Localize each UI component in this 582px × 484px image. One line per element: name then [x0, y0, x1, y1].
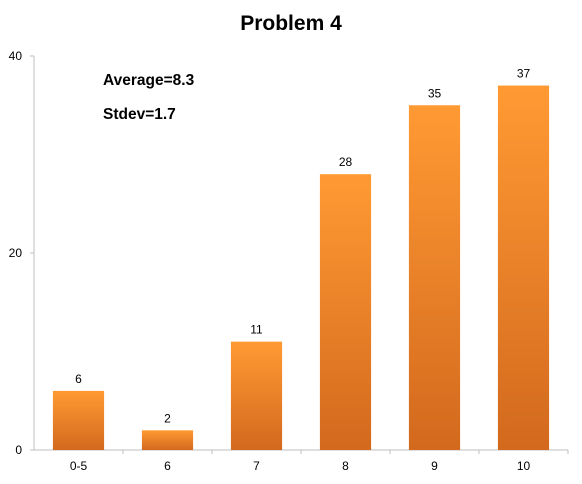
- bar: [497, 85, 550, 451]
- average-annotation: Average=8.3: [103, 72, 195, 89]
- bar: [141, 430, 194, 450]
- data-label: 35: [428, 86, 442, 100]
- stdev-annotation: Stdev=1.7: [103, 106, 176, 123]
- data-label: 6: [75, 372, 82, 386]
- bar: [52, 390, 105, 450]
- data-label: 2: [164, 411, 171, 425]
- data-label: 37: [517, 67, 531, 81]
- x-tick-label: 6: [164, 459, 171, 473]
- bar: [230, 341, 283, 450]
- y-tick-label: 40: [9, 49, 23, 63]
- x-tick-label: 0-5: [70, 459, 88, 473]
- x-tick-label: 8: [342, 459, 349, 473]
- data-label: 11: [250, 323, 263, 337]
- x-tick-label: 10: [517, 459, 531, 473]
- bar: [408, 105, 461, 450]
- chart-title: Problem 4: [240, 12, 342, 35]
- x-tick-label: 9: [431, 459, 438, 473]
- data-label: 28: [339, 155, 353, 169]
- y-tick-label: 20: [9, 246, 23, 260]
- x-tick-label: 7: [253, 459, 260, 473]
- bar: [319, 174, 372, 450]
- y-tick-label: 0: [15, 443, 22, 457]
